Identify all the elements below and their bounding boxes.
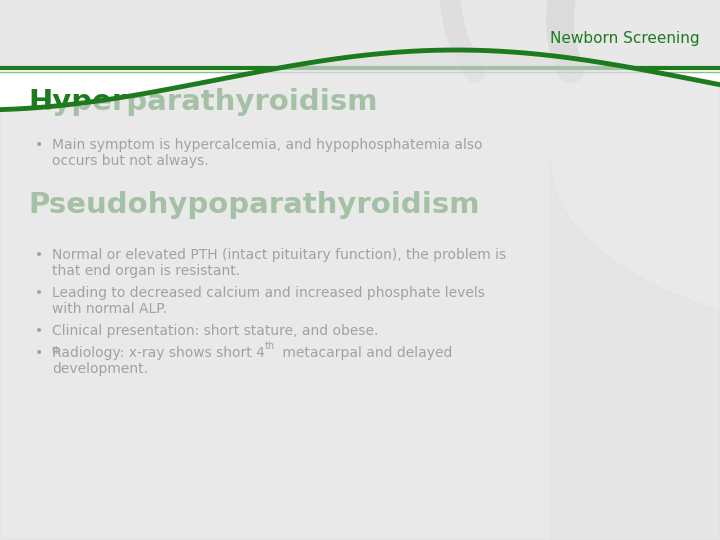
Text: th: th (265, 346, 278, 356)
Text: th: th (52, 346, 62, 356)
Text: •: • (35, 286, 43, 300)
Text: Clinical presentation: short stature, and obese.: Clinical presentation: short stature, an… (52, 324, 379, 338)
Polygon shape (0, 50, 720, 540)
FancyBboxPatch shape (0, 0, 720, 70)
Text: occurs but not always.: occurs but not always. (52, 154, 209, 168)
Text: •: • (35, 324, 43, 338)
Text: Hyperparathyroidism: Hyperparathyroidism (28, 88, 377, 116)
Text: that end organ is resistant.: that end organ is resistant. (52, 264, 240, 278)
Text: with normal ALP.: with normal ALP. (52, 302, 167, 316)
Text: Normal or elevated PTH (intact pituitary function), the problem is: Normal or elevated PTH (intact pituitary… (52, 248, 506, 262)
Text: Leading to decreased calcium and increased phosphate levels: Leading to decreased calcium and increas… (52, 286, 485, 300)
Text: Radiology: x-ray shows short 4: Radiology: x-ray shows short 4 (52, 346, 265, 360)
Text: Newborn Screening: Newborn Screening (550, 30, 700, 45)
Text: metacarpal and delayed: metacarpal and delayed (278, 346, 452, 360)
Text: th: th (265, 341, 275, 351)
Text: •: • (35, 346, 43, 360)
Text: development.: development. (52, 362, 148, 376)
Text: Main symptom is hypercalcemia, and hypophosphatemia also: Main symptom is hypercalcemia, and hypop… (52, 138, 482, 152)
Text: •: • (35, 248, 43, 262)
Text: Pseudohypoparathyroidism: Pseudohypoparathyroidism (28, 191, 480, 219)
Text: •: • (35, 138, 43, 152)
